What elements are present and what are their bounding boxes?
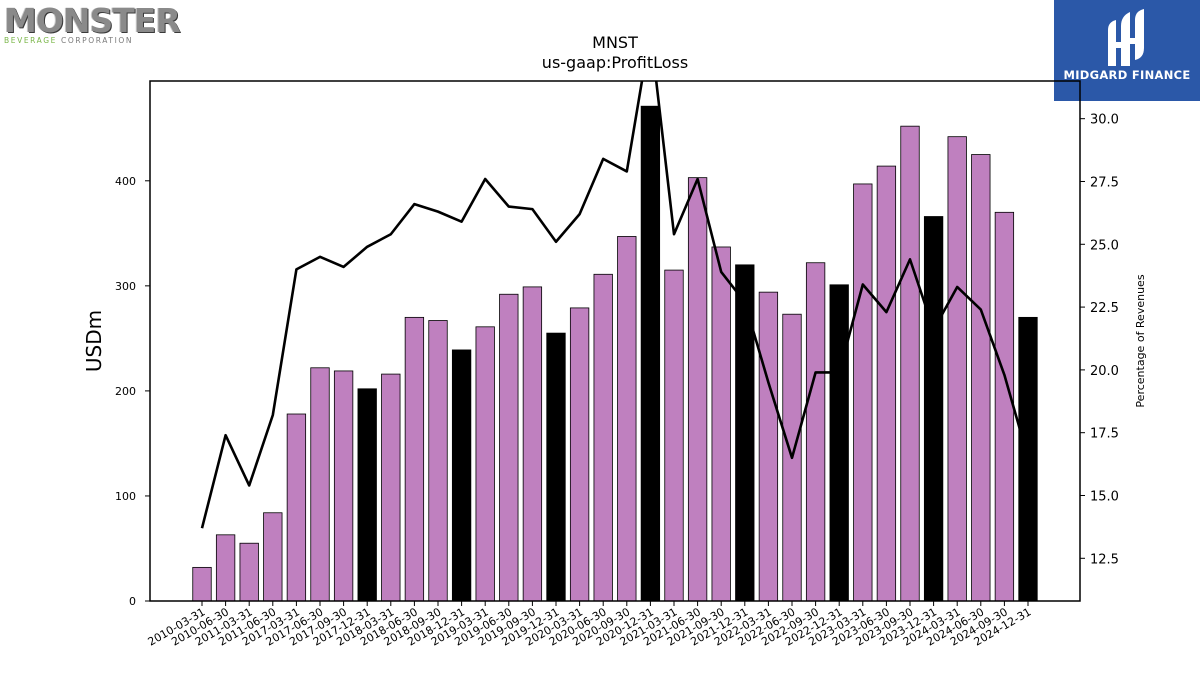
y2-tick-label: 17.5 [1090, 427, 1119, 442]
monster-logo-subtitle: BEVERAGE CORPORATION [4, 36, 164, 45]
y2-tick-label: 25.0 [1090, 238, 1119, 253]
bar-2017-09-30 [333, 370, 354, 602]
y2-tick-label: 22.5 [1090, 301, 1119, 316]
midgard-logo-text: MIDGARD FINANCE [1063, 68, 1191, 82]
y2-axis-ticks: 12.5 15.0 17.5 20.0 22.5 25.0 27.5 30.0 [1080, 113, 1119, 567]
percentage-line [200, 81, 1030, 529]
y-tick-label: 100 [115, 490, 136, 503]
bar-2022-09-30 [805, 262, 826, 602]
y-axis-ticks: 0 100 200 300 400 [115, 175, 150, 608]
bar-2018-03-31 [381, 373, 401, 602]
y2-tick-label: 20.0 [1090, 364, 1119, 379]
y-tick-label: 200 [115, 385, 136, 398]
y2-tick-label: 15.0 [1090, 489, 1119, 504]
bar-2010-06-30 [215, 534, 236, 602]
bar-2022-03-31 [758, 291, 779, 602]
bar-2023-12-31 [923, 216, 944, 602]
bar-2010-03-31 [192, 566, 212, 602]
x-axis-ticks: 2010-03-312010-06-302011-03-312011-06-30… [146, 601, 1034, 649]
bar-2022-12-31 [829, 284, 849, 602]
bar-2024-09-30 [994, 211, 1015, 602]
bar-2019-03-31 [475, 326, 495, 602]
y-tick-label: 400 [115, 175, 136, 188]
y-tick-label: 0 [129, 595, 136, 608]
y2-tick-label: 30.0 [1090, 113, 1119, 128]
y-axis-label: USDm [82, 310, 106, 372]
bar-2019-12-31 [546, 332, 566, 602]
bar-2024-03-31 [947, 136, 967, 602]
bar-series [192, 105, 1038, 602]
bar-2020-03-31 [569, 307, 590, 602]
bar-2018-06-30 [404, 316, 425, 602]
bar-2020-09-30 [617, 236, 637, 602]
chart-title: MNST [592, 33, 638, 52]
bar-2011-06-30 [263, 512, 283, 602]
bar-2023-06-30 [876, 165, 897, 602]
bar-2024-12-31 [1018, 316, 1038, 602]
bar-2020-06-30 [593, 273, 613, 602]
bar-2024-06-30 [971, 154, 991, 602]
bar-2021-06-30 [687, 177, 708, 602]
plot-frame [149, 80, 1081, 602]
midgard-logo-icon [1108, 9, 1144, 66]
bar-2017-12-31 [357, 388, 377, 602]
chart-subtitle: us-gaap:ProfitLoss [542, 53, 688, 72]
y-tick-label: 300 [115, 280, 136, 293]
bar-2021-03-31 [664, 269, 684, 602]
monster-logo: MONSTER BEVERAGE CORPORATION [4, 1, 181, 46]
bar-2019-06-30 [499, 293, 519, 602]
bar-2011-03-31 [239, 542, 259, 602]
y2-axis-label: Percentage of Revenues [1134, 274, 1147, 407]
midgard-finance-logo: MIDGARD FINANCE [1054, 0, 1200, 101]
y2-tick-label: 27.5 [1090, 175, 1119, 190]
bar-2023-03-31 [853, 183, 873, 602]
bar-2021-12-31 [735, 264, 755, 602]
y2-tick-label: 12.5 [1090, 552, 1119, 567]
bar-2023-09-30 [900, 125, 920, 602]
bar-2017-03-31 [286, 413, 307, 602]
monster-logo-word: MONSTER [4, 1, 181, 40]
bar-2020-12-31 [640, 105, 661, 602]
bar-2017-06-30 [310, 367, 330, 602]
bar-2021-09-30 [711, 246, 731, 602]
monster-logo-sub-gray: CORPORATION [57, 36, 134, 45]
bar-2018-09-30 [428, 320, 448, 602]
bar-2019-09-30 [522, 286, 543, 602]
monster-logo-sub-green: BEVERAGE [4, 36, 58, 45]
bar-2018-12-31 [451, 349, 472, 602]
